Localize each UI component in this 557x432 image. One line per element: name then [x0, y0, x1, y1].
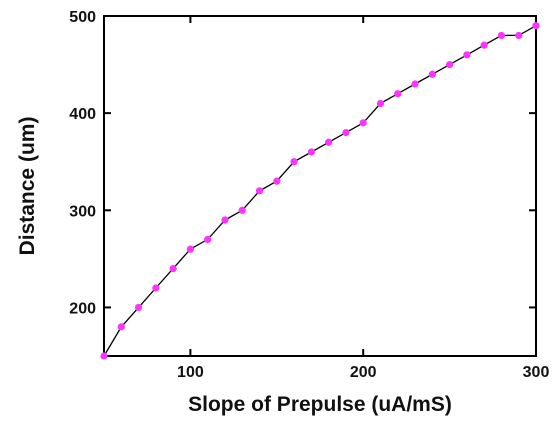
data-point	[532, 22, 540, 30]
data-point	[376, 99, 385, 108]
data-point	[307, 148, 315, 156]
data-point	[480, 41, 488, 49]
data-point	[204, 235, 212, 244]
data-point	[342, 128, 350, 137]
data-point	[134, 303, 143, 312]
data-point	[255, 187, 264, 195]
data-point	[411, 80, 419, 88]
y-tick-label: 300	[69, 203, 96, 220]
data-layer	[100, 22, 540, 360]
data-point	[221, 216, 229, 224]
data-point	[117, 323, 125, 331]
ticks-layer: 100 200 300 200 300 400 500	[69, 9, 549, 381]
y-tick-label: 500	[69, 9, 96, 26]
data-point	[463, 51, 471, 59]
data-point	[238, 206, 246, 214]
data-point	[325, 138, 333, 146]
x-axis-title: Slope of Prepulse (uA/mS)	[188, 393, 452, 416]
data-point	[273, 177, 281, 185]
data-point	[446, 60, 454, 69]
data-point	[290, 158, 298, 166]
x-tick-label: 100	[177, 364, 204, 381]
y-axis-title: Distance (um)	[16, 117, 39, 256]
data-point	[152, 284, 160, 292]
plot-frame	[103, 15, 537, 357]
data-point	[497, 31, 506, 40]
x-tick-label: 200	[350, 364, 377, 381]
y-tick-label: 200	[69, 300, 96, 317]
x-tick-label: 300	[523, 364, 550, 381]
data-point	[394, 90, 402, 98]
y-tick-label: 400	[69, 106, 96, 123]
data-point	[515, 31, 523, 40]
data-point	[169, 264, 177, 273]
data-point	[186, 245, 194, 253]
data-point	[428, 70, 436, 78]
data-point	[100, 352, 108, 360]
series-line	[103, 25, 537, 357]
data-point	[359, 119, 367, 127]
